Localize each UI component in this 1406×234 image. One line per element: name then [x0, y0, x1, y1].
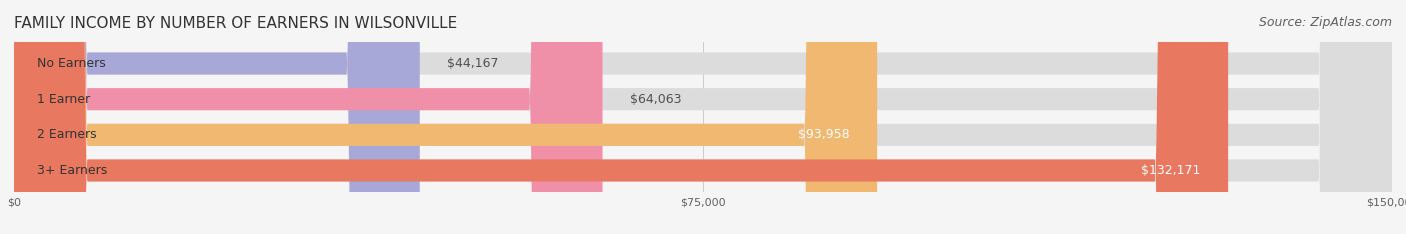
- Text: FAMILY INCOME BY NUMBER OF EARNERS IN WILSONVILLE: FAMILY INCOME BY NUMBER OF EARNERS IN WI…: [14, 16, 457, 31]
- FancyBboxPatch shape: [14, 0, 1392, 234]
- Text: 1 Earner: 1 Earner: [37, 93, 90, 106]
- Text: $64,063: $64,063: [630, 93, 682, 106]
- Text: 3+ Earners: 3+ Earners: [37, 164, 107, 177]
- Text: Source: ZipAtlas.com: Source: ZipAtlas.com: [1258, 16, 1392, 29]
- Text: $132,171: $132,171: [1142, 164, 1201, 177]
- FancyBboxPatch shape: [14, 0, 603, 234]
- Text: $44,167: $44,167: [447, 57, 499, 70]
- Text: No Earners: No Earners: [37, 57, 105, 70]
- FancyBboxPatch shape: [14, 0, 1229, 234]
- FancyBboxPatch shape: [14, 0, 1392, 234]
- FancyBboxPatch shape: [14, 0, 420, 234]
- Text: $93,958: $93,958: [799, 128, 849, 141]
- FancyBboxPatch shape: [14, 0, 877, 234]
- FancyBboxPatch shape: [14, 0, 1392, 234]
- Text: 2 Earners: 2 Earners: [37, 128, 97, 141]
- FancyBboxPatch shape: [14, 0, 1392, 234]
